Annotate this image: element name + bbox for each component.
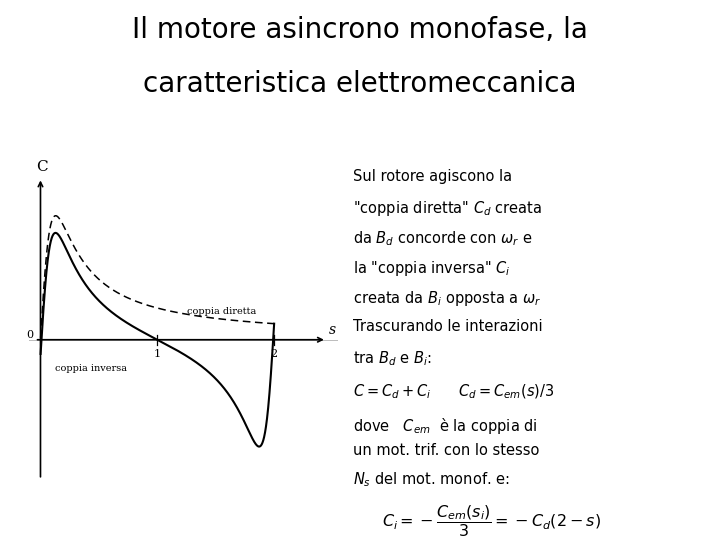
Text: dove   $C_{em}$  è la coppia di: dove $C_{em}$ è la coppia di <box>353 416 537 436</box>
Text: caratteristica elettromeccanica: caratteristica elettromeccanica <box>143 70 577 98</box>
Text: un mot. trif. con lo stesso: un mot. trif. con lo stesso <box>353 443 539 458</box>
Text: 1: 1 <box>154 349 161 359</box>
Text: C: C <box>36 160 48 174</box>
Text: $C = C_d + C_i \quad\quad C_d = C_{em}(s)/3$: $C = C_d + C_i \quad\quad C_d = C_{em}(s… <box>353 383 554 401</box>
Text: "coppia diretta" $C_d$ creata: "coppia diretta" $C_d$ creata <box>353 199 542 218</box>
Text: 0: 0 <box>27 330 33 340</box>
Text: tra $B_d$ e $B_i$:: tra $B_d$ e $B_i$: <box>353 349 432 368</box>
Text: Sul rotore agiscono la: Sul rotore agiscono la <box>353 168 512 184</box>
Text: la "coppia inversa" $C_i$: la "coppia inversa" $C_i$ <box>353 259 510 278</box>
Text: da $B_d$ concorde con $\omega_r$ e: da $B_d$ concorde con $\omega_r$ e <box>353 229 532 248</box>
Text: coppia diretta: coppia diretta <box>187 307 256 315</box>
Text: Il motore asincrono monofase, la: Il motore asincrono monofase, la <box>132 16 588 44</box>
Text: creata da $B_i$ opposta a $\omega_r$: creata da $B_i$ opposta a $\omega_r$ <box>353 289 541 308</box>
Text: Trascurando le interazioni: Trascurando le interazioni <box>353 319 542 334</box>
Text: coppia inversa: coppia inversa <box>55 364 127 373</box>
Text: $C_i = -\dfrac{C_{em}(s_i)}{3} = -C_d(2-s)$: $C_i = -\dfrac{C_{em}(s_i)}{3} = -C_d(2-… <box>382 503 600 539</box>
Text: $N_s$ del mot. monof. e:: $N_s$ del mot. monof. e: <box>353 470 510 489</box>
Text: 2: 2 <box>271 349 278 359</box>
Text: s: s <box>329 322 336 336</box>
